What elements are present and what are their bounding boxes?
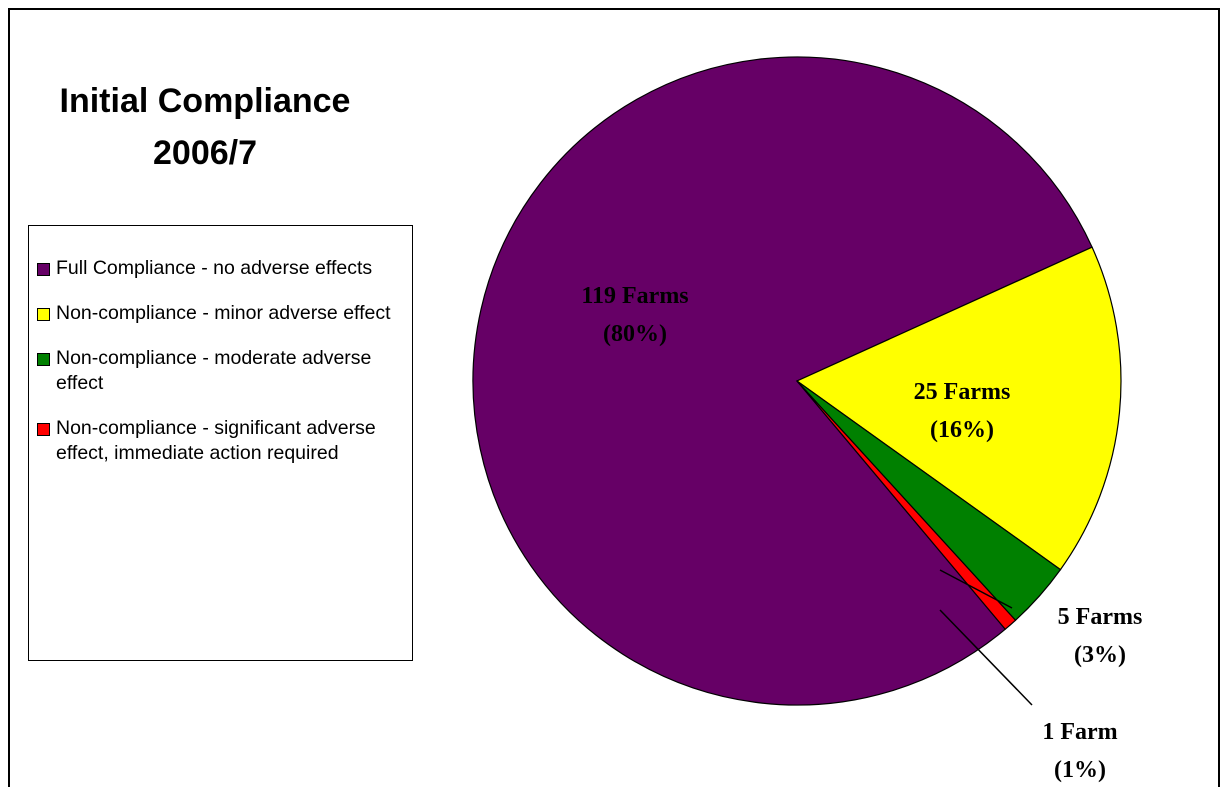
legend-label: Non-compliance - minor adverse effect xyxy=(56,302,391,324)
data-label: 25 Farms (16%) xyxy=(913,379,1011,443)
legend-item: Non-compliance - moderate adverse effect xyxy=(37,346,412,396)
legend-swatch xyxy=(37,353,50,366)
pie-slice xyxy=(472,56,1093,706)
legend: Full Compliance - no adverse effects Non-… xyxy=(28,225,413,661)
data-label: 1 Farm (1%) xyxy=(1042,719,1118,783)
leader-line xyxy=(939,609,1033,706)
legend-label: Non-compliance - moderate adverse effect xyxy=(56,347,372,394)
legend-swatch xyxy=(37,423,50,436)
legend-item: Full Compliance - no adverse effects xyxy=(37,256,412,281)
legend-item: Non-compliance - minor adverse effect xyxy=(37,301,412,326)
data-label: 119 Farms (80%) xyxy=(581,283,689,347)
legend-label: Non-compliance - significant adverse eff… xyxy=(56,417,376,464)
chart-title: Initial Compliance xyxy=(59,82,351,120)
data-label: 5 Farms (3%) xyxy=(1057,604,1143,668)
legend-swatch xyxy=(37,308,50,321)
pie-slice xyxy=(796,380,1017,631)
legend-label: Full Compliance - no adverse effects xyxy=(56,257,373,279)
leader-line xyxy=(939,569,1013,609)
chart-title: 2006/7 xyxy=(153,134,257,172)
legend-item: Non-compliance - significant adverse eff… xyxy=(37,416,412,466)
pie-slice xyxy=(795,246,1122,571)
chart-frame xyxy=(8,8,1220,787)
legend-swatch xyxy=(37,263,50,276)
